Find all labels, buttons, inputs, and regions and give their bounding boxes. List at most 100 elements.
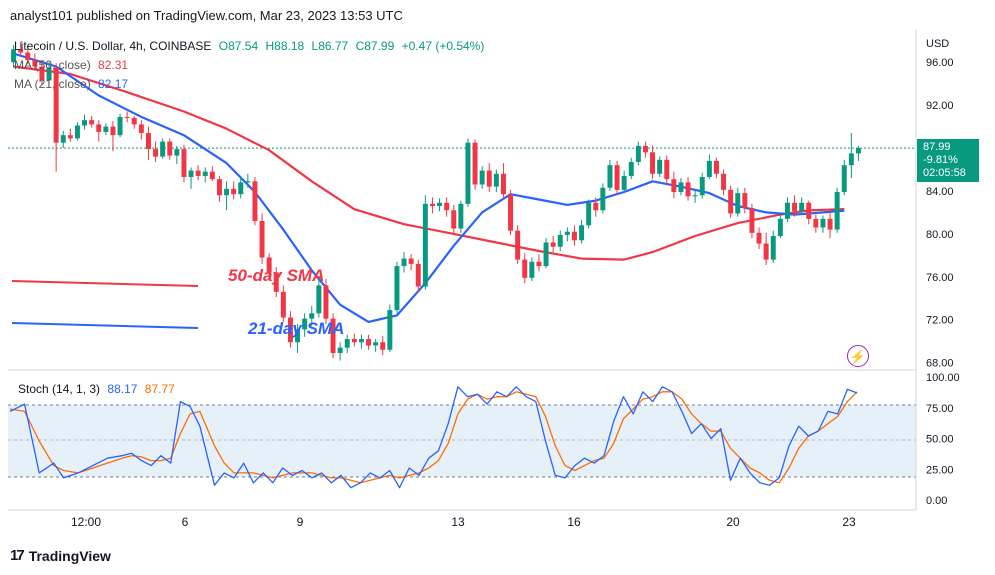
stoch-label[interactable]: Stoch (14, 1, 3)	[18, 382, 101, 396]
candle-body	[529, 261, 535, 278]
candle-body	[848, 153, 854, 166]
low-value: L86.77	[311, 39, 349, 53]
price-tick-label: 84.00	[926, 186, 954, 198]
candle-body	[110, 126, 116, 136]
ma21-legend: MA (21, close) 82.17	[14, 77, 132, 91]
candle-body	[699, 177, 705, 196]
candle-body	[415, 263, 421, 287]
candle-body	[195, 170, 201, 176]
candle-body	[671, 179, 677, 193]
price-tick-label: 72.00	[926, 315, 954, 327]
time-tick-label: 12:00	[71, 515, 101, 529]
candle-body	[472, 142, 478, 185]
price-tick-label: 80.00	[926, 229, 954, 241]
candle-body	[39, 66, 45, 81]
candle-body	[479, 170, 485, 185]
ma21-line	[13, 52, 845, 323]
currency-label: USD	[926, 38, 949, 50]
candle-body	[777, 218, 783, 237]
candle-body	[621, 175, 627, 190]
candle-body	[429, 203, 435, 206]
candle-body	[735, 193, 741, 214]
candle-body	[827, 218, 833, 230]
candle-body	[728, 189, 734, 214]
price-tick-label: 92.00	[926, 100, 954, 112]
candle-body	[330, 318, 336, 353]
candle-body	[32, 60, 38, 67]
candle-body	[266, 257, 272, 273]
candle-body	[600, 187, 606, 211]
candle-body	[316, 285, 322, 314]
candle-body	[834, 192, 840, 230]
candle-body	[408, 258, 414, 264]
candle-body	[522, 259, 528, 278]
candle-body	[287, 317, 293, 343]
ma21-label[interactable]: MA (21, close)	[14, 77, 91, 91]
candle-body	[309, 313, 315, 319]
candle-body	[799, 202, 805, 212]
candle-body	[344, 339, 350, 348]
stoch-band	[8, 405, 916, 477]
candle-body	[713, 160, 719, 174]
candle-body	[422, 203, 428, 287]
candle-body	[89, 120, 95, 125]
candle-body	[642, 145, 648, 153]
stoch-lines-group	[9, 386, 858, 489]
candle-body	[742, 193, 748, 209]
candle-body	[444, 202, 450, 211]
candle-body	[557, 234, 563, 247]
time-tick-label: 9	[297, 515, 304, 529]
publish-header: analyst101 published on TradingView.com,…	[10, 8, 403, 23]
tradingview-logo[interactable]: 17 TradingView	[10, 547, 111, 564]
candle-body	[685, 182, 691, 197]
time-tick-label: 20	[726, 515, 740, 529]
sma50-annotation: 50-day SMA	[228, 266, 324, 285]
candle-body	[437, 202, 443, 206]
lightning-icon[interactable]: ⚡	[847, 345, 869, 367]
candle-body	[763, 243, 769, 260]
candle-body	[60, 135, 66, 143]
stoch-k-value: 88.17	[107, 382, 138, 396]
sma21-legend-line	[11, 322, 199, 329]
ma50-label[interactable]: MA (50, close)	[14, 58, 91, 72]
candle-body	[67, 135, 73, 139]
candle-body	[536, 261, 542, 267]
ma50-line-group	[13, 65, 845, 261]
candle-body	[153, 149, 159, 157]
candle-body	[259, 220, 265, 258]
stoch-legend: Stoch (14, 1, 3) 88.17 87.77	[18, 382, 179, 396]
candle-body	[706, 160, 712, 178]
close-value: C87.99	[355, 39, 395, 53]
stoch-k-line	[9, 386, 858, 489]
candle-body	[678, 182, 684, 193]
sma50-legend-line	[11, 280, 199, 287]
symbol-name[interactable]: Litecoin / U.S. Dollar, 4h, COINBASE	[14, 39, 212, 53]
candle-body	[692, 195, 698, 197]
bar-countdown: 02:05:58	[917, 165, 979, 183]
candle-body	[366, 339, 372, 346]
candle-body	[131, 117, 137, 125]
candle-body	[273, 272, 279, 292]
candle-body	[650, 152, 656, 174]
candle-body	[458, 203, 464, 229]
candle-body	[579, 225, 585, 241]
candle-body	[11, 49, 17, 63]
candle-body	[614, 165, 620, 190]
candle-body	[465, 142, 471, 204]
candle-body	[103, 126, 109, 132]
candle-body	[82, 120, 88, 126]
stoch-tick-label: 25.00	[926, 464, 954, 476]
candle-body	[387, 310, 393, 350]
candle-body	[25, 52, 31, 61]
last-price-value: 87.99	[917, 139, 979, 157]
candle-body	[224, 188, 230, 196]
stoch-d-value: 87.77	[144, 382, 175, 396]
candle-body	[373, 342, 379, 346]
candle-body	[756, 232, 762, 244]
candle-body	[380, 342, 386, 350]
brand-name: TradingView	[28, 547, 111, 564]
candle-body	[337, 347, 343, 353]
candle-body	[231, 188, 237, 195]
candle-body	[209, 171, 215, 180]
